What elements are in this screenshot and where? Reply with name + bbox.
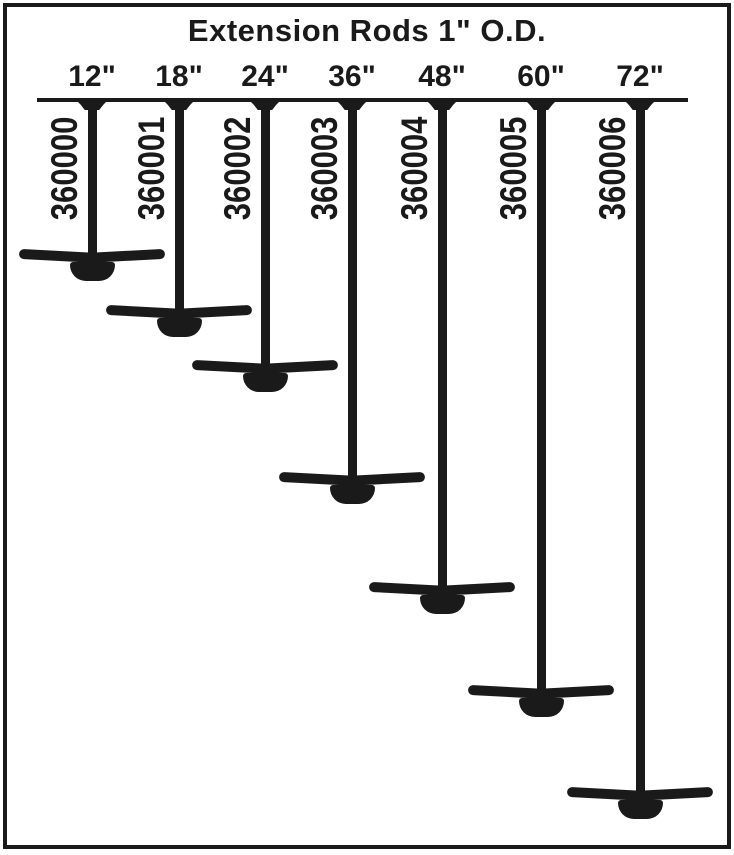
rod-length-label: 48" bbox=[418, 60, 466, 93]
border-frame bbox=[3, 3, 731, 849]
light-kit-dome-icon bbox=[617, 800, 663, 819]
rod-line bbox=[260, 100, 270, 372]
ceiling-line bbox=[37, 98, 688, 102]
light-kit-dome-icon bbox=[329, 485, 375, 504]
rod-line bbox=[635, 100, 645, 799]
light-kit-dome-icon bbox=[518, 698, 564, 717]
rod-line bbox=[347, 100, 357, 484]
rod-length-label: 18" bbox=[155, 60, 203, 93]
part-number-label: 360004 bbox=[394, 116, 435, 221]
page-title: Extension Rods 1" O.D. bbox=[187, 13, 547, 48]
light-kit-dome-icon bbox=[69, 262, 115, 281]
rod-line bbox=[536, 100, 546, 697]
rod-line bbox=[87, 100, 97, 261]
rod-length-label: 24" bbox=[241, 60, 289, 93]
light-kit-dome-icon bbox=[156, 318, 202, 337]
rod-length-label: 36" bbox=[328, 60, 376, 93]
part-number-label: 360003 bbox=[304, 116, 345, 221]
part-number-label: 360002 bbox=[217, 116, 258, 221]
rod-length-label: 12" bbox=[68, 60, 116, 93]
light-kit-dome-icon bbox=[242, 373, 288, 392]
rod-length-label: 72" bbox=[616, 60, 664, 93]
part-number-label: 360005 bbox=[493, 116, 534, 221]
rod-length-label: 60" bbox=[517, 60, 565, 93]
rod-line bbox=[174, 100, 184, 317]
light-kit-dome-icon bbox=[419, 595, 465, 614]
part-number-label: 360000 bbox=[44, 116, 85, 221]
part-number-label: 360001 bbox=[131, 116, 172, 221]
rod-line bbox=[437, 100, 447, 594]
part-number-label: 360006 bbox=[592, 116, 633, 221]
